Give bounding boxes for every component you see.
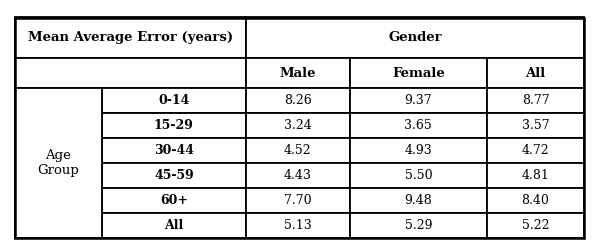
Bar	[102, 113, 246, 138]
Bar	[246, 58, 350, 88]
Bar	[350, 188, 487, 212]
Text: 9.48: 9.48	[405, 194, 432, 206]
Bar	[350, 163, 487, 188]
Bar	[246, 188, 350, 212]
Text: 5.50: 5.50	[405, 169, 432, 182]
Bar	[102, 212, 246, 238]
Text: 3.65: 3.65	[405, 119, 432, 132]
Text: 5.13: 5.13	[284, 218, 312, 232]
Text: 45-59: 45-59	[154, 169, 194, 182]
Bar	[350, 58, 487, 88]
Bar	[246, 88, 350, 113]
Bar	[246, 113, 350, 138]
Text: 30-44: 30-44	[154, 144, 194, 157]
Bar	[487, 188, 584, 212]
Bar	[487, 58, 584, 88]
Text: 5.29: 5.29	[405, 218, 432, 232]
Text: Age
Group: Age Group	[38, 149, 79, 177]
Bar	[15, 88, 102, 238]
Bar	[487, 163, 584, 188]
Bar	[350, 212, 487, 238]
Text: 8.26: 8.26	[284, 94, 312, 107]
Text: Mean Average Error (years): Mean Average Error (years)	[28, 31, 233, 44]
Text: 60+: 60+	[160, 194, 188, 206]
Bar	[246, 212, 350, 238]
Bar	[102, 163, 246, 188]
Bar	[102, 138, 246, 163]
Text: 3.57: 3.57	[522, 119, 550, 132]
Text: 4.43: 4.43	[284, 169, 312, 182]
Text: 8.77: 8.77	[522, 94, 550, 107]
Bar	[246, 138, 350, 163]
Text: Gender: Gender	[388, 31, 442, 44]
Bar	[487, 138, 584, 163]
Bar	[487, 212, 584, 238]
Bar	[15, 18, 246, 58]
Text: 7.70: 7.70	[284, 194, 312, 206]
Text: 4.93: 4.93	[405, 144, 432, 157]
Text: 4.52: 4.52	[284, 144, 312, 157]
Text: 4.81: 4.81	[522, 169, 550, 182]
Text: 4.72: 4.72	[522, 144, 550, 157]
Text: 8.40: 8.40	[522, 194, 550, 206]
Text: Male: Male	[280, 66, 316, 80]
Text: 0-14: 0-14	[159, 94, 190, 107]
Bar	[350, 113, 487, 138]
Bar	[350, 88, 487, 113]
Text: Female: Female	[392, 66, 445, 80]
Text: All: All	[164, 218, 184, 232]
Bar	[246, 163, 350, 188]
Bar	[487, 88, 584, 113]
Bar	[15, 18, 584, 237]
Bar	[102, 88, 246, 113]
Bar	[102, 188, 246, 212]
Text: 9.37: 9.37	[405, 94, 432, 107]
Bar	[15, 58, 246, 88]
Bar	[350, 138, 487, 163]
Text: All: All	[526, 66, 546, 80]
Text: 5.22: 5.22	[522, 218, 550, 232]
Text: 3.24: 3.24	[284, 119, 312, 132]
Bar	[487, 113, 584, 138]
Bar	[246, 18, 584, 58]
Text: 15-29: 15-29	[154, 119, 194, 132]
